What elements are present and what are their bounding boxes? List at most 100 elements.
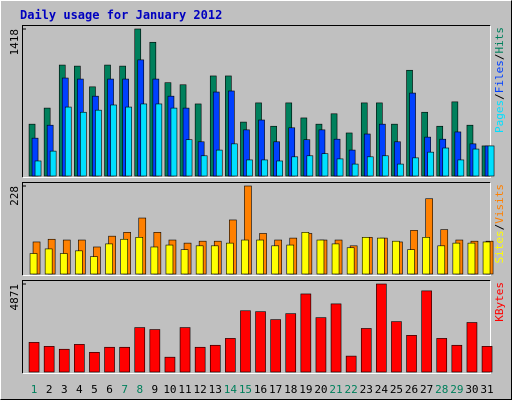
x-tick-label: 23 xyxy=(360,383,373,396)
bar xyxy=(382,155,389,177)
x-tick-label: 31 xyxy=(480,383,493,396)
x-tick-label: 17 xyxy=(269,383,282,396)
legend: Pages/Files/Hits xyxy=(493,27,506,133)
bar xyxy=(270,319,281,373)
panel-edge-light xyxy=(22,280,491,374)
bar xyxy=(316,239,325,275)
panel-edge-dark xyxy=(22,182,491,276)
bar xyxy=(155,103,163,177)
bar xyxy=(194,346,206,373)
bar xyxy=(300,293,312,373)
bar xyxy=(271,245,279,275)
bar xyxy=(321,153,329,177)
x-tick-label: 14 xyxy=(224,383,238,396)
bar xyxy=(261,159,268,177)
y-tick-label: 1418 xyxy=(8,29,21,56)
bar xyxy=(226,242,234,275)
bar xyxy=(331,243,340,275)
x-tick-label: 6 xyxy=(106,383,113,396)
bar xyxy=(170,107,178,177)
bar xyxy=(442,147,450,177)
bar xyxy=(286,244,295,275)
bar xyxy=(59,253,68,275)
x-tick-label: 28 xyxy=(435,383,448,396)
bar xyxy=(391,321,402,373)
bar xyxy=(306,155,314,177)
bar xyxy=(406,335,417,373)
bar xyxy=(225,338,236,373)
legend-entry: Visits xyxy=(493,184,506,224)
bar xyxy=(135,237,144,275)
bar xyxy=(472,148,480,177)
bar xyxy=(49,150,57,177)
bar xyxy=(351,163,359,177)
bar xyxy=(436,338,448,373)
bar xyxy=(412,157,419,177)
x-tick-label: 30 xyxy=(465,383,478,396)
bar xyxy=(150,246,159,275)
bar xyxy=(95,109,102,177)
x-tick-label: 20 xyxy=(314,383,327,396)
bar xyxy=(90,256,98,275)
bar xyxy=(451,344,463,373)
legend-separator: / xyxy=(493,224,506,231)
bar xyxy=(467,242,476,275)
x-tick-label: 12 xyxy=(194,383,207,396)
bar xyxy=(180,249,189,275)
bar xyxy=(301,232,310,275)
bar xyxy=(80,111,87,177)
bar xyxy=(110,104,117,177)
x-tick-label: 8 xyxy=(136,383,143,396)
bar xyxy=(140,103,148,177)
legend-separator: / xyxy=(493,54,506,61)
bar xyxy=(44,248,53,275)
legend-entry: KBytes xyxy=(493,282,506,322)
bar xyxy=(246,159,253,177)
bar xyxy=(256,239,264,275)
bar xyxy=(164,356,176,373)
bar xyxy=(360,328,372,373)
bar xyxy=(104,346,115,373)
bar xyxy=(119,346,130,373)
x-tick-label: 13 xyxy=(209,383,222,396)
legend-entry: Pages xyxy=(493,100,506,133)
bar xyxy=(64,106,72,177)
x-tick-label: 21 xyxy=(329,383,342,396)
bar xyxy=(366,156,374,177)
bar xyxy=(285,313,297,373)
y-tick-label: 228 xyxy=(8,186,21,206)
legend-separator: / xyxy=(493,93,506,100)
bar xyxy=(74,344,85,373)
bar xyxy=(241,239,249,275)
bar xyxy=(422,237,430,275)
bar xyxy=(276,160,283,177)
bar xyxy=(105,243,113,275)
x-tick-label: 22 xyxy=(345,383,358,396)
bar xyxy=(361,237,370,275)
x-tick-label: 11 xyxy=(178,383,191,396)
bar xyxy=(231,143,238,177)
panel-edge-dark xyxy=(22,25,491,178)
bar xyxy=(165,244,174,275)
panel-edge-dark xyxy=(22,280,491,374)
bar xyxy=(427,151,434,177)
bar xyxy=(336,158,344,177)
panel-edge-light xyxy=(22,182,491,276)
x-tick-label: 29 xyxy=(450,383,463,396)
x-tick-label: 24 xyxy=(375,383,389,396)
x-tick-label: 9 xyxy=(152,383,159,396)
bar xyxy=(149,329,161,373)
bar xyxy=(392,240,400,275)
x-tick-label: 27 xyxy=(420,383,433,396)
bar xyxy=(346,247,355,275)
legend-entry: Sites xyxy=(493,230,506,263)
bar xyxy=(34,160,42,177)
chart-title: Daily usage for January 2012 xyxy=(20,8,222,22)
x-tick-label: 19 xyxy=(299,383,312,396)
bar xyxy=(89,352,100,373)
x-tick-label: 3 xyxy=(61,383,68,396)
bar xyxy=(200,155,208,177)
panel-edge-light xyxy=(22,25,491,178)
bar xyxy=(43,346,55,373)
